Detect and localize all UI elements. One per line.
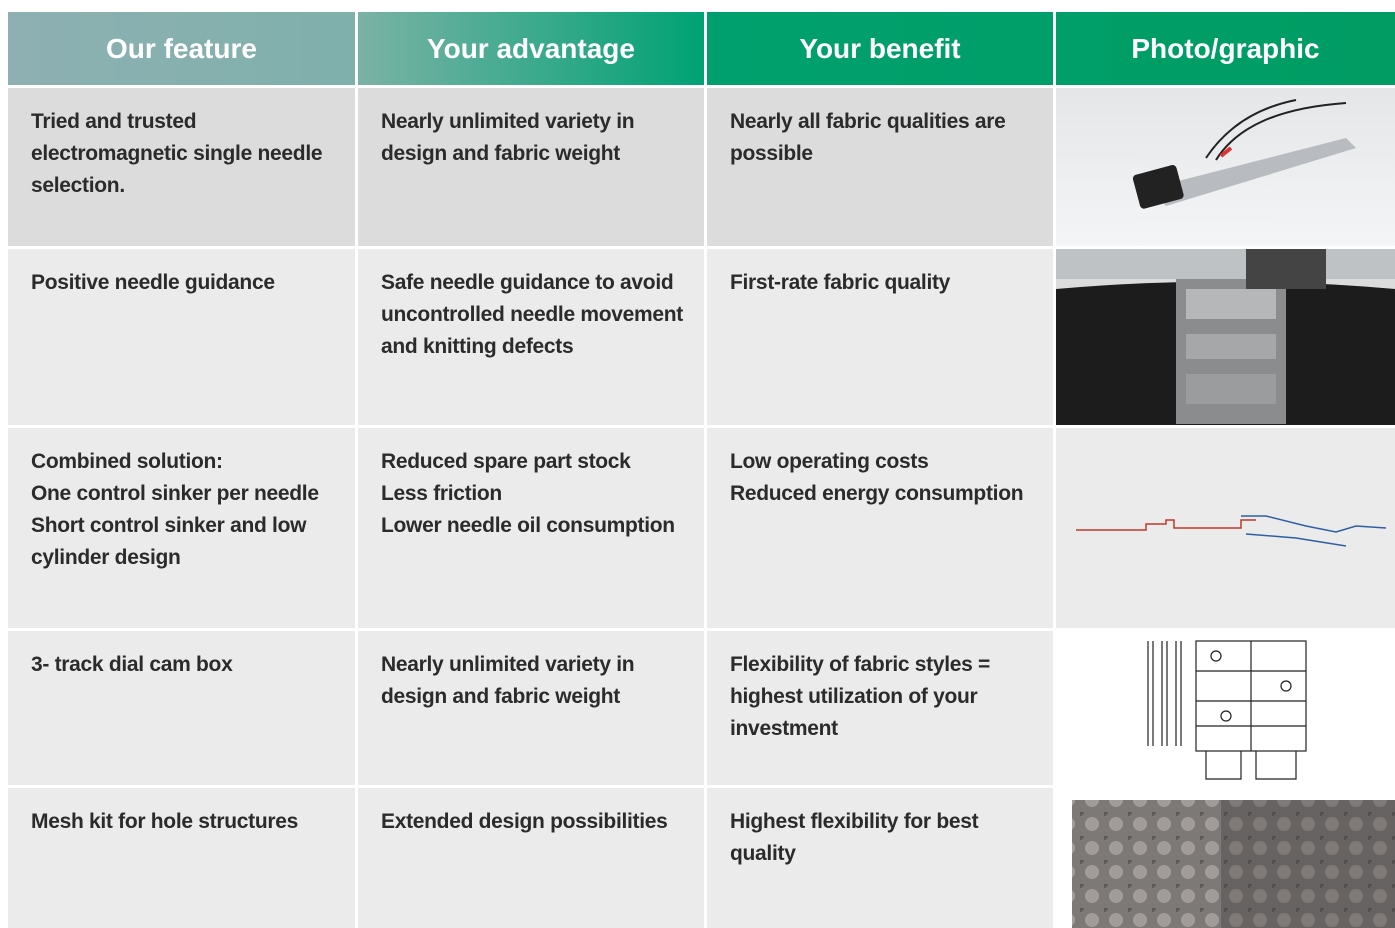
table-cell: Combined solution: One control sinker per… <box>8 428 355 628</box>
graphic-cam-box <box>1056 631 1395 785</box>
table-cell: Safe needle guidance to avoid uncontroll… <box>358 249 704 425</box>
cell-text: Low operating costs <box>730 450 929 473</box>
header-cell: Your advantage <box>358 12 704 85</box>
cell-text: Combined solution: <box>31 450 223 473</box>
cell-text: Mesh kit for hole structures <box>31 810 298 833</box>
cell-text: Reduced energy consumption <box>730 482 1024 505</box>
cell-text: Highest flexibility for best quality <box>730 810 979 865</box>
header-cell: Your benefit <box>707 12 1053 85</box>
table-cell: 3- track dial cam box <box>8 631 355 785</box>
cell-text: Short control sinker and low cylinder de… <box>31 514 307 569</box>
cell-text: One control sinker per needle <box>31 482 319 505</box>
table-cell: Nearly all fabric qualities are possible <box>707 88 1053 246</box>
cell-text: Nearly unlimited variety in design and f… <box>381 653 635 708</box>
cell-text: Nearly unlimited variety in design and f… <box>381 110 635 165</box>
table-cell: Nearly unlimited variety in design and f… <box>358 631 704 785</box>
cell-text: Nearly all fabric qualities are possible <box>730 110 1006 165</box>
header-cell: Photo/graphic <box>1056 12 1395 85</box>
table-cell: First-rate fabric quality <box>707 249 1053 425</box>
cell-text: Safe needle guidance to avoid uncontroll… <box>381 271 683 358</box>
photo-needle-guidance <box>1056 249 1395 425</box>
header-cell: Our feature <box>8 12 355 85</box>
table-cell: Highest flexibility for best quality <box>707 788 1053 928</box>
table-cell: Extended design possibilities <box>358 788 704 928</box>
photo-needle-selector <box>1056 88 1395 246</box>
cell-text: First-rate fabric quality <box>730 271 951 294</box>
table-cell: Reduced spare part stock Less friction Low… <box>358 428 704 628</box>
table-cell: Low operating costs Reduced energy consum… <box>707 428 1053 628</box>
photo-mesh-fabric <box>1072 800 1395 928</box>
table-cell: Tried and trusted electromagnetic single… <box>8 88 355 246</box>
cell-text: Lower needle oil consumption <box>381 514 675 537</box>
table-cell: Mesh kit for hole structures <box>8 788 355 928</box>
cell-text: Extended design possibilities <box>381 810 668 833</box>
cell-text: Positive needle guidance <box>31 271 275 294</box>
cell-text: Tried and trusted electromagnetic single… <box>31 110 323 197</box>
table-cell: Nearly unlimited variety in design and f… <box>358 88 704 246</box>
table-cell: Flexibility of fabric styles = highest u… <box>707 631 1053 785</box>
cell-text: Flexibility of fabric styles = highest u… <box>730 653 991 740</box>
cell-text: Less friction <box>381 482 502 505</box>
cell-text: Reduced spare part stock <box>381 450 631 473</box>
table-cell: Positive needle guidance <box>8 249 355 425</box>
graphic-control-sinker <box>1056 428 1395 628</box>
cell-text: 3- track dial cam box <box>31 653 233 676</box>
